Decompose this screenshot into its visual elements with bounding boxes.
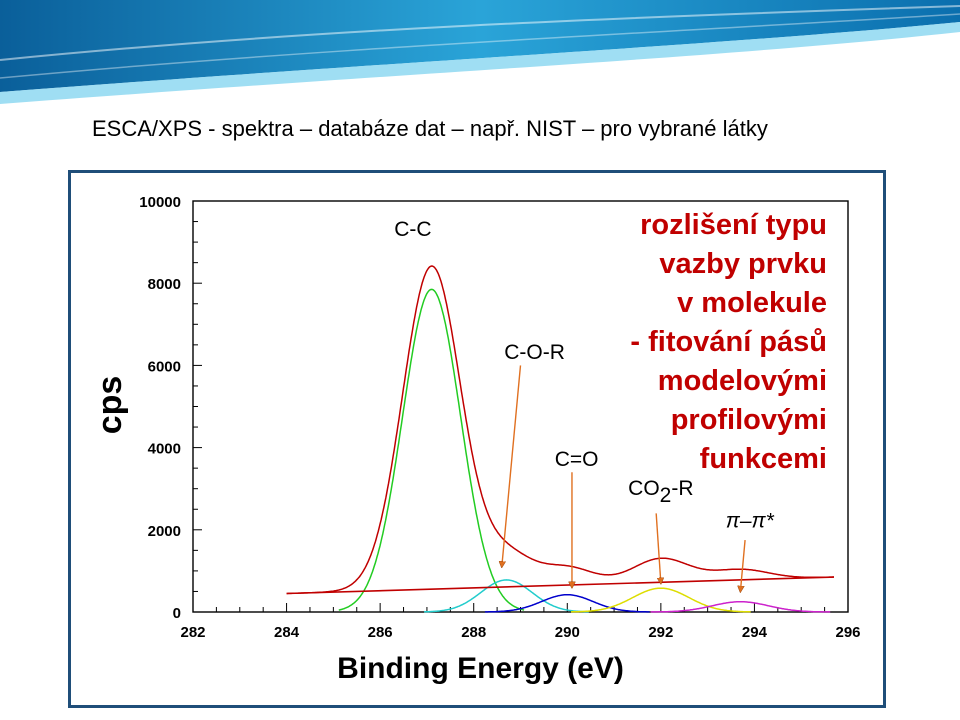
x-tick-label: 284 <box>274 624 300 641</box>
x-tick-label: 296 <box>835 624 860 641</box>
component-curve-3 <box>570 587 751 613</box>
x-tick-label: 294 <box>742 624 768 641</box>
background-baseline <box>286 576 834 595</box>
y-axis-title: cps <box>91 376 129 435</box>
annotation-line-3: - fitování pásů <box>630 326 827 358</box>
x-tick-label: 290 <box>555 624 580 641</box>
component-curve-1 <box>424 579 589 613</box>
x-axis-title: Binding Energy (eV) <box>337 652 624 685</box>
y-tick-label: 4000 <box>148 441 181 458</box>
slide-title: ESCA/XPS - spektra – databáze dat – např… <box>92 116 768 141</box>
peak-arrow-3 <box>655 513 661 583</box>
component-curve-4 <box>650 600 831 613</box>
peak-label-3: CO2-R <box>628 477 693 507</box>
peak-label-2: C=O <box>555 448 599 471</box>
peak-label-1: C-O-R <box>504 341 565 364</box>
x-tick-label: 292 <box>648 624 673 641</box>
x-tick-label: 282 <box>180 624 205 641</box>
component-curve-2 <box>484 593 650 613</box>
y-tick-label: 8000 <box>148 276 181 293</box>
annotation-line-1: vazby prvku <box>659 248 827 280</box>
annotation-line-0: rozlišení typu <box>640 209 827 241</box>
y-tick-label: 2000 <box>148 523 181 540</box>
y-tick-label: 0 <box>173 605 181 622</box>
annotation-line-4: modelovými <box>658 365 827 397</box>
annotation-line-6: funkcemi <box>700 443 827 475</box>
peak-arrow-1 <box>502 365 522 566</box>
component-curve-0 <box>338 288 525 611</box>
x-tick-label: 288 <box>461 624 486 641</box>
y-tick-label: 10000 <box>139 194 181 211</box>
x-tick-label: 286 <box>368 624 393 641</box>
peak-arrow-4 <box>740 540 746 591</box>
y-tick-label: 6000 <box>148 358 181 375</box>
annotation-line-2: v molekule <box>677 287 827 319</box>
header-swoosh-decoration <box>0 0 960 104</box>
xps-spectrum-chart: 282 284 286 288 290 292 294 296 0 2000 4000 6000 800… <box>91 194 861 685</box>
chart-frame: 282 284 286 288 290 292 294 296 0 2000 4000 6000 800… <box>68 170 886 708</box>
peak-label-0: C-C <box>394 218 431 241</box>
annotation-line-5: profilovými <box>671 404 827 436</box>
peak-label-4: π–π* <box>726 510 775 533</box>
